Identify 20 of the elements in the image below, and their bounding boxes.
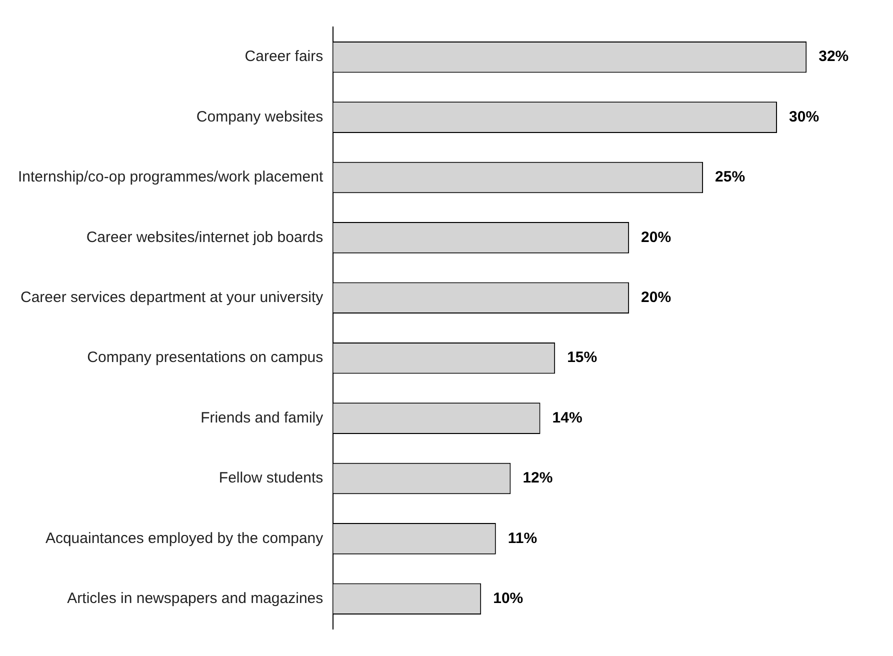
data-label: 14% — [552, 409, 582, 426]
y-tick-label: Acquaintances employed by the company — [45, 530, 324, 547]
y-tick-label: Friends and family — [200, 409, 324, 426]
y-tick-label: Career websites/internet job boards — [86, 228, 324, 246]
y-tick-label: Company websites — [196, 108, 324, 126]
y-tick-label: Articles in newspapers and magazines — [67, 590, 324, 608]
data-label: 30% — [789, 108, 820, 126]
data-label: 10% — [493, 590, 524, 608]
y-tick-label: Career fairs — [244, 48, 324, 66]
data-label: 20% — [641, 289, 672, 306]
data-label: 11% — [508, 530, 538, 547]
data-label: 20% — [641, 228, 672, 246]
y-tick-label: Career services department at your university — [20, 289, 324, 306]
data-label: 32% — [818, 48, 849, 66]
data-label: 15% — [567, 349, 598, 366]
data-label: 25% — [715, 168, 746, 186]
y-tick-label: Fellow students — [218, 470, 324, 487]
y-tick-label: Company presentations on campus — [87, 349, 324, 366]
y-tick-label: Internship/co-op programmes/work placement — [18, 168, 324, 186]
data-label: 12% — [522, 470, 553, 487]
